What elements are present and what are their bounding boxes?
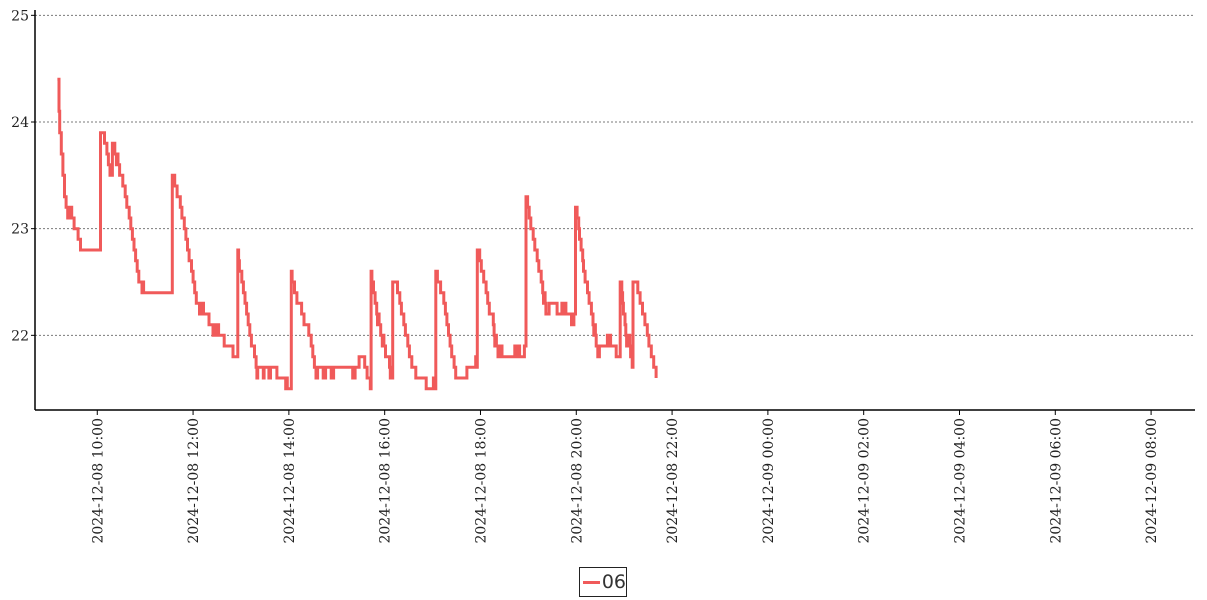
y-tick-label: 22 <box>11 328 29 344</box>
x-tick-label: 2024-12-09 06:00 <box>1048 418 1064 544</box>
y-tick-labels: 22 23 24 25 <box>11 8 35 344</box>
x-tick-labels: 2024-12-08 10:00 2024-12-08 12:00 2024-12-… <box>90 410 1160 544</box>
legend-swatch <box>583 580 600 584</box>
series-group <box>57 77 658 391</box>
x-tick-label: 2024-12-08 20:00 <box>569 418 585 544</box>
chart-axes <box>34 10 1195 411</box>
y-tick-label: 25 <box>11 8 29 24</box>
x-tick-label: 2024-12-08 22:00 <box>665 418 681 544</box>
x-tick-label: 2024-12-09 04:00 <box>952 418 968 544</box>
y-gridlines <box>35 14 1195 336</box>
y-tick-label: 24 <box>11 115 29 131</box>
x-tick-label: 2024-12-08 10:00 <box>90 418 106 544</box>
x-tick-label: 2024-12-08 16:00 <box>378 418 394 544</box>
x-tick-label: 2024-12-08 12:00 <box>186 418 202 544</box>
legend: 06 <box>579 567 627 597</box>
series-line-06 <box>57 77 658 391</box>
x-tick-label: 2024-12-09 02:00 <box>857 418 873 544</box>
y-tick-label: 23 <box>11 222 29 238</box>
x-tick-label: 2024-12-09 00:00 <box>761 418 777 544</box>
x-tick-label: 2024-12-08 14:00 <box>282 418 298 544</box>
x-tick-label: 2024-12-09 08:00 <box>1144 418 1160 544</box>
legend-label: 06 <box>601 571 626 593</box>
x-tick-label: 2024-12-08 18:00 <box>473 418 489 544</box>
